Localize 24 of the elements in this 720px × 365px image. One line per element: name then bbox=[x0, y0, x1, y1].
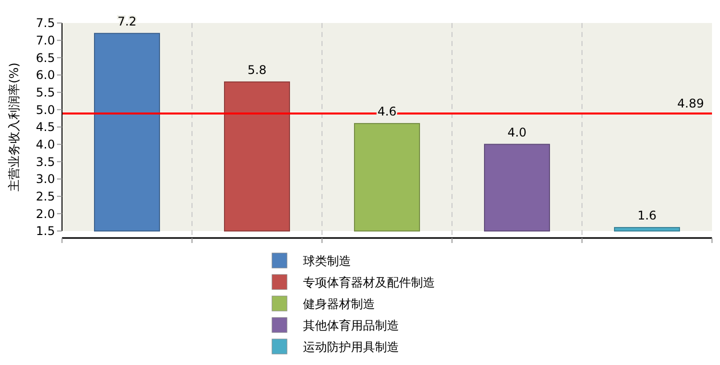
y-tick-label: 5.5 bbox=[36, 86, 55, 100]
y-axis-title: 主营业务收入利润率(%) bbox=[7, 62, 21, 192]
legend-label: 运动防护用具制造 bbox=[303, 340, 399, 354]
y-tick-label: 2.0 bbox=[36, 206, 55, 221]
y-tick-label: 2.5 bbox=[36, 190, 55, 204]
ref-line-label: 4.89 bbox=[677, 96, 704, 110]
y-tick-label: 3.0 bbox=[36, 172, 55, 186]
y-tick-label: 7.0 bbox=[36, 34, 55, 48]
y-tick-label: 7.5 bbox=[36, 16, 55, 30]
legend-label: 其他体育用品制造 bbox=[303, 318, 399, 333]
y-tick-label: 1.5 bbox=[36, 224, 55, 238]
y-tick-label: 6.5 bbox=[36, 50, 55, 65]
data-label: 4.0 bbox=[507, 125, 527, 140]
data-label: 1.6 bbox=[637, 208, 657, 223]
legend-label: 健身器材制造 bbox=[303, 297, 375, 312]
y-tick-label: 6.0 bbox=[36, 68, 55, 82]
y-tick-label: 3.5 bbox=[36, 154, 55, 169]
data-label: 5.8 bbox=[247, 62, 267, 77]
y-tick-label: 4.5 bbox=[36, 120, 55, 134]
y-tick-label: 4.0 bbox=[36, 138, 55, 152]
legend-label: 球类制造 bbox=[303, 254, 351, 268]
y-tick-label: 5.0 bbox=[36, 102, 55, 117]
legend-label: 专项体育器材及配件制造 bbox=[303, 276, 435, 290]
data-label: 7.2 bbox=[117, 14, 137, 28]
